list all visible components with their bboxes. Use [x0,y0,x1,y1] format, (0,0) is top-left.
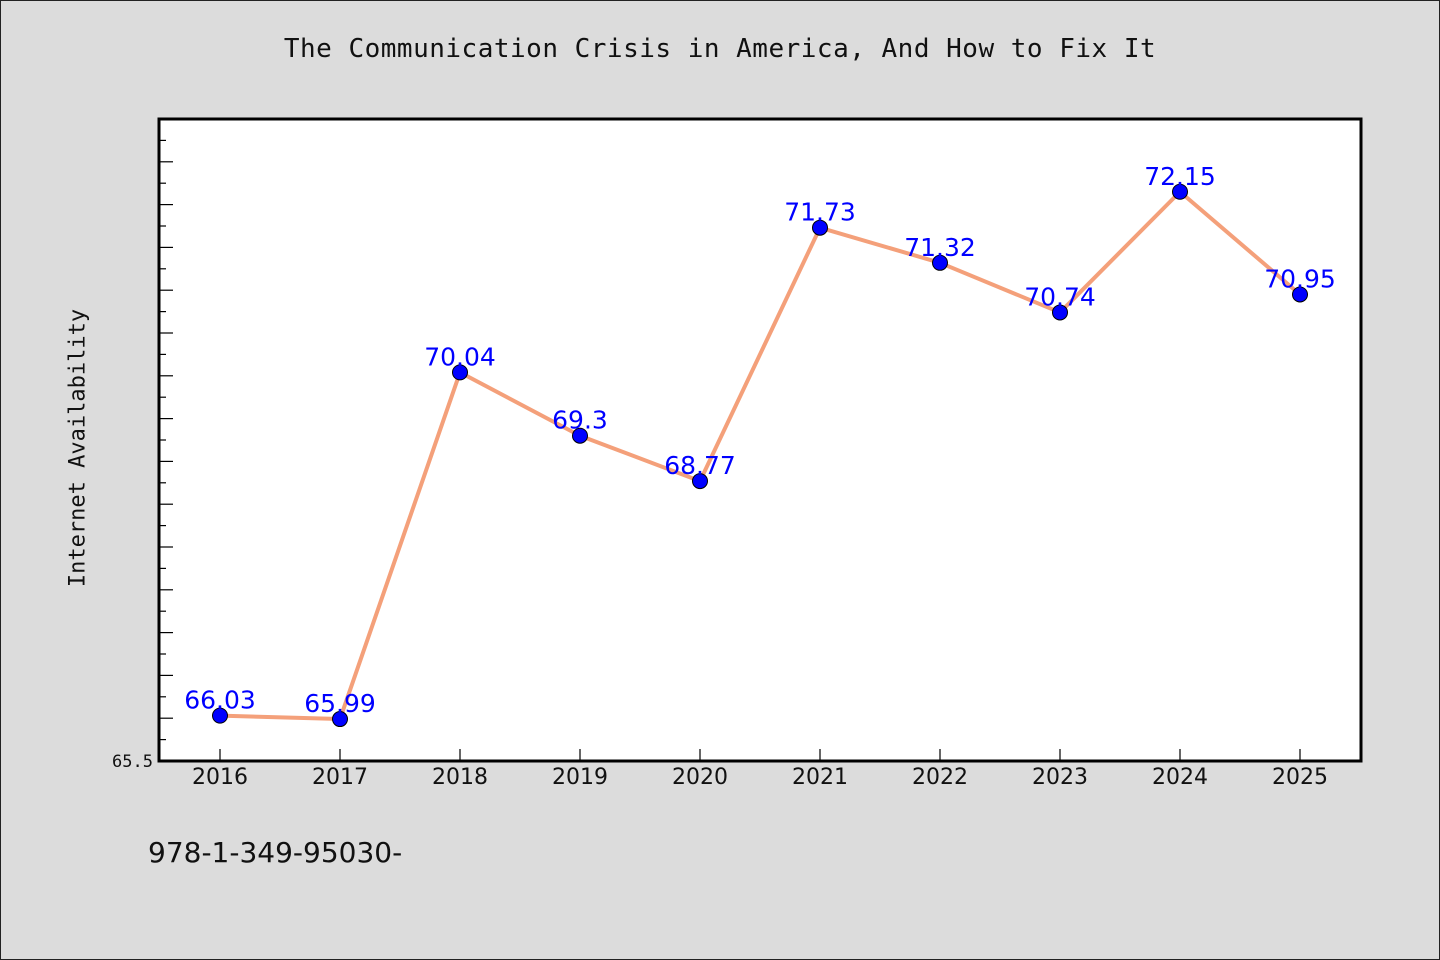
x-tick-label: 2016 [192,765,248,790]
y-axis-ticks: 65.5 [112,118,173,772]
data-point-marker [692,473,708,490]
x-tick-label: 2018 [432,765,488,790]
x-tick-label: 2025 [1272,765,1328,790]
data-point-marker [932,254,948,271]
data-label: 71.32 [904,233,976,262]
series-markers [212,183,1308,728]
series-lines [218,189,1302,722]
data-point-marker [212,707,228,724]
y-tick-label: 65.5 [112,752,153,772]
data-labels: 66.03 65.99 70.04 69.3 68.77 71.73 71.32 70.74 7… [184,162,1336,718]
footer-code: 978-1-349-95030- [148,836,403,869]
x-axis-ticks: 2016 2017 2018 2019 2020 2021 2022 2023 2024 2025 [192,749,1328,790]
x-tick-label: 2019 [552,765,608,790]
data-label: 71.73 [784,198,856,227]
data-label: 70.95 [1264,264,1336,293]
data-point-marker [1292,286,1308,303]
data-label: 66.03 [184,686,256,715]
x-tick-label: 2023 [1032,765,1088,790]
data-label: 65.99 [304,689,376,718]
x-tick-label: 2021 [792,765,848,790]
data-label: 70.74 [1024,282,1096,311]
chart-title: The Communication Crisis in America, And… [283,34,1157,64]
x-tick-label: 2024 [1152,765,1208,790]
data-label: 72.15 [1144,162,1216,191]
data-point-marker [452,364,468,381]
data-label: 68.77 [664,451,736,480]
series-line [218,189,1302,722]
data-point-marker [812,219,828,236]
data-point-marker [1052,304,1068,321]
data-point-marker [1172,183,1188,200]
data-label: 69.3 [552,406,608,435]
data-point-marker [332,711,348,728]
data-label: 70.04 [424,342,496,371]
x-tick-label: 2022 [912,765,968,790]
x-tick-label: 2020 [672,765,728,790]
plot-area [157,117,1363,763]
data-point-marker [572,427,588,444]
x-tick-label: 2017 [312,765,368,790]
